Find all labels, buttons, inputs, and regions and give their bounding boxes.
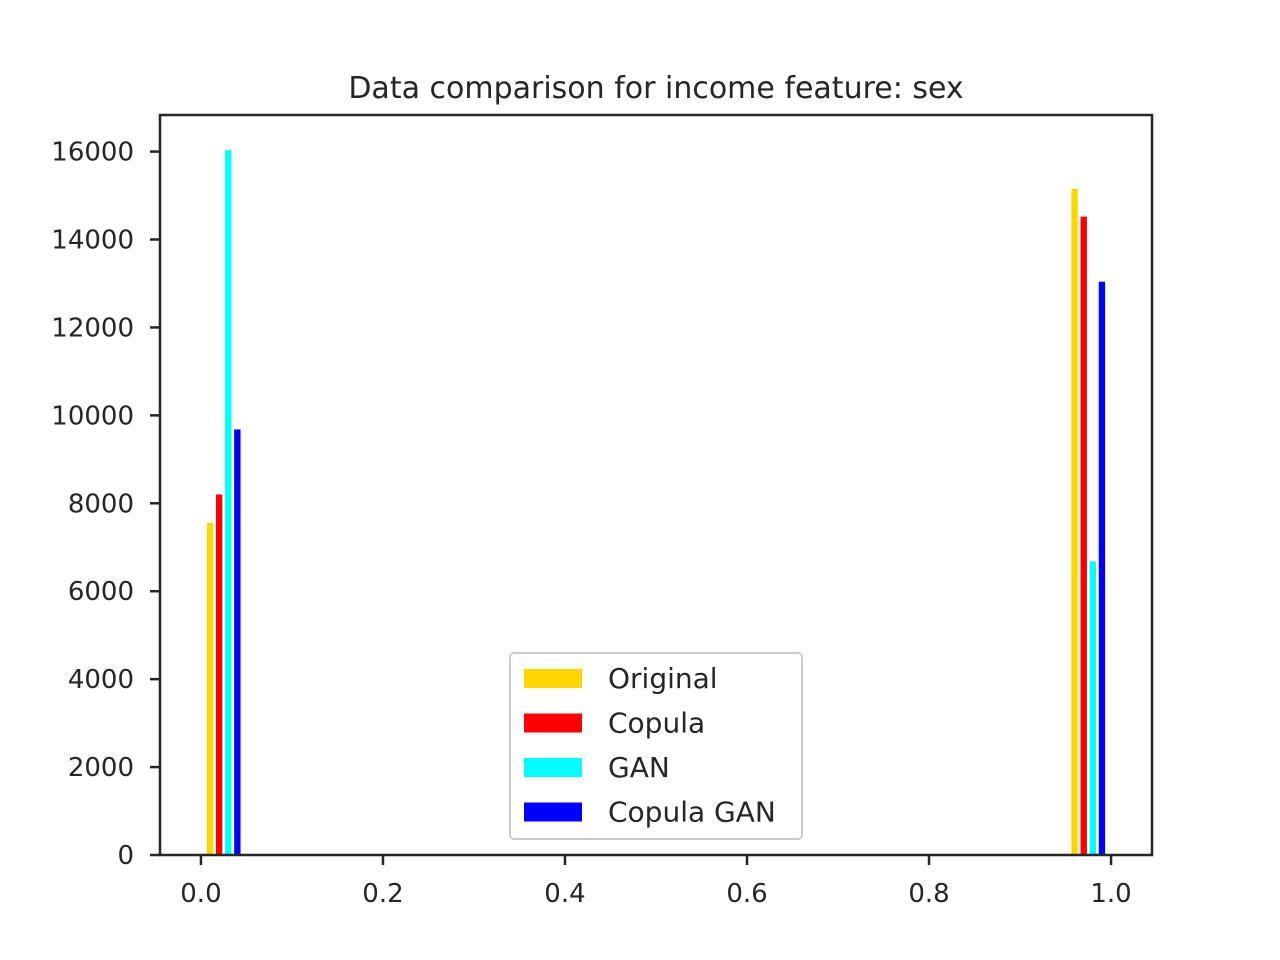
legend-label-gan: GAN — [608, 751, 670, 784]
bar-copula-0 — [215, 494, 223, 855]
y-tick-label: 12000 — [51, 313, 134, 343]
y-tick-label: 16000 — [51, 138, 134, 168]
bar-copula-gan-1 — [1098, 281, 1106, 855]
x-tick-label: 0.0 — [180, 879, 221, 909]
bars-group — [206, 150, 1106, 856]
legend-label-copula: Copula — [608, 707, 705, 740]
legend-label-original: Original — [608, 662, 718, 695]
bar-original-0 — [206, 523, 214, 855]
bar-copula-1 — [1080, 216, 1087, 856]
legend-swatch-original — [524, 669, 582, 688]
y-tick-label: 8000 — [68, 489, 134, 519]
legend: Original Copula GAN Copula GAN — [509, 652, 803, 840]
x-tick-label: 0.8 — [908, 879, 949, 909]
y-tick-label: 4000 — [68, 665, 134, 695]
y-tick-label: 0 — [117, 841, 134, 871]
x-tick-label: 1.0 — [1090, 879, 1131, 909]
chart-title: Data comparison for income feature: sex — [348, 71, 963, 106]
x-tick-label: 0.2 — [362, 879, 403, 909]
x-tick-label: 0.6 — [726, 879, 767, 909]
plot-frame — [158, 113, 1154, 857]
x-tick-label: 0.4 — [544, 879, 585, 909]
y-tick-label: 6000 — [68, 577, 134, 607]
legend-swatch-copula — [524, 713, 582, 733]
y-axis: 0 2000 4000 6000 8000 10000 12000 14000 16000 — [51, 138, 160, 871]
legend-swatch-gan — [524, 758, 582, 777]
y-tick-label: 10000 — [51, 401, 134, 431]
legend-frame — [509, 652, 803, 840]
bar-gan-1 — [1089, 561, 1097, 855]
bar-gan-0 — [225, 150, 232, 855]
bar-copula-gan-0 — [234, 429, 241, 855]
legend-label-copula-gan: Copula GAN — [608, 796, 776, 829]
legend-swatch-copula-gan — [524, 802, 582, 822]
x-axis: 0.0 0.2 0.4 0.6 0.8 1.0 — [180, 855, 1132, 909]
bar-original-1 — [1071, 188, 1078, 855]
y-tick-label: 14000 — [51, 226, 134, 256]
y-tick-label: 2000 — [68, 753, 134, 783]
